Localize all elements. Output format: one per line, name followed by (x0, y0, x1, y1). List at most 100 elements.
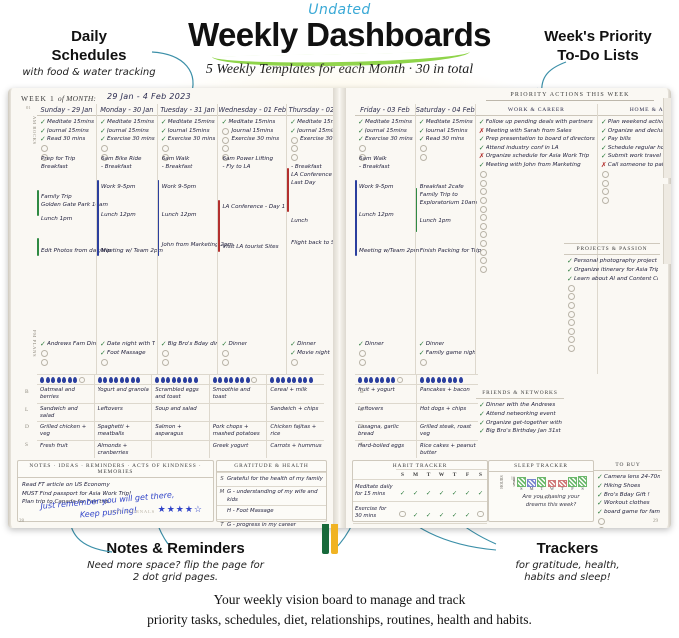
habit-check-icon[interactable]: ✓ (448, 479, 461, 502)
day-schedule[interactable]: Breakfast 2cafe Family Trip to Exploratori… (415, 156, 481, 340)
check-row[interactable]: ✓ Journal 15mins (290, 127, 348, 136)
schedule-item[interactable]: - Breakfast (161, 164, 193, 170)
empty-checkbox-icon[interactable] (598, 517, 605, 525)
habit-check-icon[interactable]: ✓ (396, 479, 409, 502)
water-drop-icon[interactable] (458, 377, 463, 383)
check-row[interactable]: ✓ Dinner with the Andrews (479, 401, 562, 410)
note-line[interactable]: MUST Find passport for Asia Work Trip! (22, 490, 132, 497)
checkmark-icon[interactable]: ✓ (40, 118, 46, 126)
check-row[interactable]: ✓ Meditate 15mins (221, 118, 284, 127)
empty-checkbox-icon[interactable] (222, 145, 230, 153)
empty-checkbox-icon[interactable] (161, 350, 169, 358)
evening-checks[interactable]: ✓ Dinner ✓ Family game night (416, 340, 475, 374)
evening-checks[interactable]: ✓ Dinner (218, 340, 286, 374)
check-row[interactable] (601, 178, 671, 187)
empty-checkbox-icon[interactable] (598, 526, 605, 528)
check-row[interactable] (567, 318, 658, 327)
priority-list-items[interactable]: ✓Plan weekend activities with family✓Org… (598, 116, 671, 204)
meal-cell[interactable]: Oatmeal and berries (40, 387, 75, 400)
check-row[interactable]: ✓ Meditate 15mins (419, 118, 473, 127)
check-row[interactable] (290, 152, 348, 161)
empty-checkbox-icon[interactable] (568, 310, 575, 318)
morning-habits[interactable]: ✓ Meditate 15mins ✓ Journal 15mins Exercise … (287, 116, 350, 161)
checkmark-icon[interactable]: ✓ (479, 401, 485, 410)
day-header[interactable]: Wednesday - 01 Feb (218, 104, 287, 116)
check-row[interactable]: ✓ Bro's Bday Gift ! (597, 491, 660, 500)
notes-lines[interactable]: Read FT article on US Economy MUST Find p… (18, 478, 213, 510)
evening-checks[interactable]: ✓Big Bro's Bday dinner (158, 340, 218, 374)
water-drop-icon[interactable] (119, 377, 124, 383)
day-header[interactable]: Saturday - 04 Feb (415, 104, 475, 116)
meal-cell[interactable]: Scrambled eggs and toast (151, 385, 209, 403)
meal-cell[interactable]: fruit + yogurt (358, 387, 395, 393)
schedule-item[interactable]: Lunch 12pm (101, 212, 136, 218)
water-drop-icon[interactable] (380, 377, 384, 383)
water-drop-icon[interactable] (212, 377, 217, 383)
check-row[interactable] (358, 357, 415, 366)
checkmark-icon[interactable]: ✓ (479, 418, 485, 427)
habit-check-icon[interactable]: ✓ (474, 479, 487, 502)
check-row[interactable] (567, 343, 658, 352)
schedule-item[interactable]: Prep for Trip (41, 156, 76, 162)
evening-checks[interactable]: ✓ Date night with T ✓ Foot Massage (97, 340, 157, 374)
water-drop-icon[interactable] (281, 377, 286, 383)
check-row[interactable]: ✓ Dinner (419, 340, 475, 349)
meal-cell[interactable]: Sandwich and salad (40, 405, 78, 419)
check-row[interactable]: ✓ Organize itinerary for Asia Trip (567, 266, 658, 275)
check-row[interactable]: ✓ Dinner (290, 340, 350, 349)
empty-checkbox-icon[interactable] (568, 319, 575, 327)
cross-icon[interactable]: ✗ (478, 152, 485, 161)
meal-cell[interactable]: Leftovers (358, 405, 384, 412)
checkmark-icon[interactable]: ✓ (600, 118, 607, 126)
empty-checkbox-icon[interactable] (161, 358, 169, 366)
checkmark-icon[interactable]: ✓ (100, 118, 106, 126)
habit-check-icon[interactable]: ✓ (409, 501, 422, 524)
day-schedule[interactable]: 6am Bike Ride - Breakfast Work 9-5pm Lunch … (97, 156, 163, 340)
check-row[interactable]: ✓Big Bro's Bday dinner (161, 340, 218, 349)
empty-checkbox-icon[interactable] (291, 358, 299, 366)
check-row[interactable]: ✓ Attend industry conf in LA (479, 144, 595, 153)
check-row[interactable]: Journal 15mins (221, 127, 284, 136)
checkmark-icon[interactable]: ✓ (290, 118, 296, 126)
water-drop-icon[interactable] (130, 377, 135, 383)
checkmark-icon[interactable]: ✓ (418, 340, 425, 348)
habit-name[interactable]: Meditate daily for 15 mins (353, 479, 396, 502)
meal-cell[interactable]: Spaghetti + meatballs (93, 422, 152, 440)
checkmark-icon[interactable]: ✓ (597, 473, 603, 482)
check-row[interactable]: ✓ Foot Massage (100, 349, 157, 358)
water-drop-icon[interactable] (223, 377, 228, 383)
water-cell[interactable] (355, 375, 416, 385)
empty-checkbox-icon[interactable] (601, 188, 609, 196)
habit-empty-icon[interactable] (396, 501, 409, 524)
checkmark-icon[interactable]: ✓ (40, 135, 46, 144)
empty-checkbox-icon[interactable] (291, 153, 299, 161)
checkmark-icon[interactable]: ✓ (160, 340, 167, 348)
schedule-item[interactable]: 6am Walk (161, 156, 190, 162)
check-row[interactable] (567, 292, 658, 301)
day-schedule[interactable]: - Breakfast LA Conference - Day 2 Last Day… (287, 156, 354, 340)
schedule-item[interactable]: - Breakfast (359, 164, 390, 170)
water-drop-icon[interactable] (431, 377, 435, 383)
checkmark-icon[interactable]: ✓ (479, 427, 485, 436)
habit-name[interactable]: Exercise for 30 mins (353, 501, 396, 524)
meal-cell[interactable]: Carrots + hummus (266, 440, 324, 458)
empty-checkbox-icon[interactable] (479, 205, 487, 213)
check-row[interactable] (358, 144, 413, 153)
meal-cell[interactable]: Salmon + asparagus (151, 422, 209, 440)
water-drop-empty-icon[interactable] (396, 377, 403, 383)
check-row[interactable] (567, 309, 658, 318)
water-drop-icon[interactable] (363, 377, 368, 383)
check-row[interactable] (479, 170, 595, 179)
check-row[interactable]: ✓ Meditate 15mins (40, 118, 94, 127)
gratitude-text[interactable]: H - Foot Massage (227, 508, 274, 515)
habit-check-icon[interactable]: ✓ (435, 523, 448, 528)
cross-icon[interactable]: ✗ (600, 160, 607, 169)
empty-checkbox-icon[interactable] (479, 214, 487, 222)
water-drop-icon[interactable] (303, 377, 308, 383)
check-row[interactable] (358, 152, 413, 161)
checkmark-icon[interactable]: ✓ (597, 499, 603, 508)
empty-checkbox-icon[interactable] (568, 293, 575, 301)
gratitude-row[interactable]: H - Foot Massage (217, 505, 326, 518)
check-row[interactable]: ✓ Dinner (358, 340, 415, 349)
